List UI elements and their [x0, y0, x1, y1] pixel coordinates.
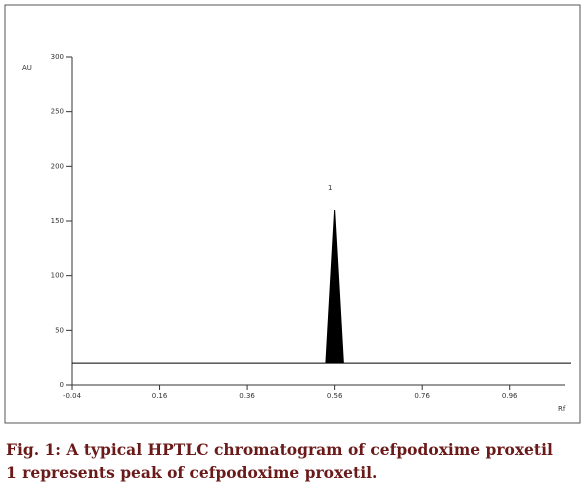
y-tick-label: 300 — [51, 53, 64, 61]
caption-line: 1 represents peak of cefpodoxime proxeti… — [6, 463, 377, 482]
y-tick-label: 50 — [55, 326, 64, 334]
chromatogram-trace — [72, 210, 571, 364]
y-tick-label: 100 — [51, 272, 64, 280]
y-tick-label: 250 — [51, 108, 64, 116]
x-axis-label: Rf — [558, 405, 566, 413]
x-tick-label: 0.16 — [152, 392, 168, 400]
x-tick-label: 0.56 — [327, 392, 343, 400]
caption-line: Fig. 1: A typical HPTLC chromatogram of … — [6, 440, 553, 459]
x-tick-label: 0.96 — [502, 392, 518, 400]
y-axis-label: AU — [22, 64, 32, 72]
peak-label: 1 — [328, 184, 332, 192]
y-tick-label: 150 — [51, 217, 64, 225]
x-tick-label: 0.76 — [414, 392, 430, 400]
y-tick-label: 200 — [51, 162, 64, 170]
frame — [4, 4, 581, 424]
x-tick-label: 0.36 — [239, 392, 255, 400]
x-tick-label: -0.04 — [63, 392, 82, 400]
y-tick-label: 0 — [60, 381, 64, 389]
